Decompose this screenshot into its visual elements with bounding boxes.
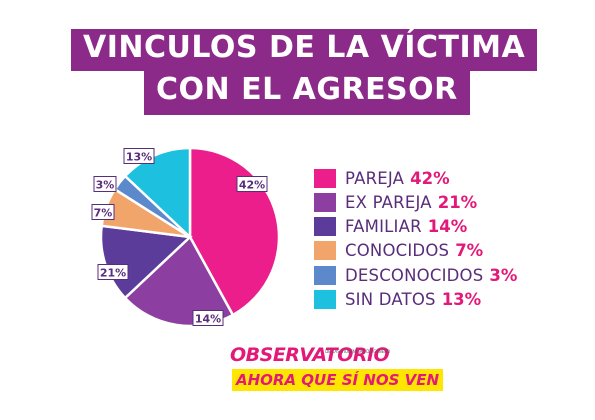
logo-slogan-text: AHORA QUE SÍ NOS VEN [236, 371, 440, 389]
legend-label: DESCONOCIDOS [345, 265, 484, 285]
legend-swatch [314, 168, 336, 188]
svg-text:3%: 3% [96, 179, 115, 192]
pie-label-desconocidos: 3% [93, 176, 117, 192]
pie-label-ex-pareja: 21% [97, 264, 129, 280]
pie-slice-ex-pareja [123, 234, 235, 328]
legend-label: SIN DATOS [345, 289, 436, 309]
legend-swatch [314, 265, 336, 285]
legend-label: PAREJA [345, 168, 405, 188]
svg-text:7%: 7% [94, 207, 113, 220]
legend-swatch [314, 217, 336, 237]
legend-percent: 14% [427, 217, 468, 237]
chart-legend: PAREJA 42% EX PAREJA 21% FAMILIAR 14% CONOCIDO… [314, 166, 517, 312]
logo-subtitle-text: DE LAS VIOLENCIAS DE GÉNERO [325, 349, 391, 354]
legend-percent: 42% [410, 168, 450, 188]
legend-item-ex-pareja: EX PAREJA 21% [314, 190, 517, 214]
pie-label-conocidos: 7% [91, 204, 115, 220]
svg-text:42%: 42% [239, 179, 265, 192]
legend-percent: 7% [455, 241, 484, 261]
legend-item-desconocidos: DESCONOCIDOS 3% [314, 263, 517, 287]
legend-swatch [314, 192, 336, 212]
legend-item-familiar: FAMILIAR 14% [314, 215, 517, 239]
pie-slice-sin-datos [123, 146, 192, 240]
logo-band: AHORA QUE SÍ NOS VEN [232, 369, 444, 391]
legend-swatch [314, 241, 336, 261]
legend-item-pareja: PAREJA 42% [314, 166, 517, 190]
pie-label-familiar: 14% [192, 310, 224, 326]
observatorio-logo: OBSERVATORIO DE LAS VIOLENCIAS DE GÉNERO… [230, 341, 444, 403]
svg-text:21%: 21% [100, 267, 126, 280]
legend-label: EX PAREJA [345, 192, 432, 212]
pie-label-sin-datos: 13% [123, 148, 155, 164]
legend-label: FAMILIAR [345, 217, 422, 237]
legend-label: CONOCIDOS [345, 241, 450, 261]
title-line-2: CON EL AGRESOR [144, 71, 470, 115]
legend-item-sin-datos: SIN DATOS 13% [314, 287, 517, 311]
legend-percent: 21% [437, 192, 478, 212]
legend-percent: 3% [489, 265, 518, 285]
title-line-1: VINCULOS DE LA VÍCTIMA [71, 29, 538, 71]
svg-text:13%: 13% [126, 151, 152, 164]
svg-text:14%: 14% [195, 313, 221, 326]
legend-swatch [314, 289, 336, 309]
pie-label-pareja: 42% [236, 176, 268, 192]
legend-percent: 13% [441, 289, 482, 309]
legend-item-conocidos: CONOCIDOS 7% [314, 239, 517, 263]
logo-observatorio-text: OBSERVATORIO [230, 344, 390, 366]
